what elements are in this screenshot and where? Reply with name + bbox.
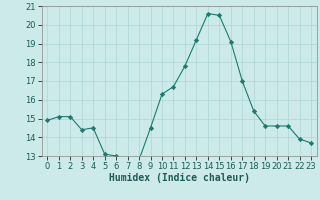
X-axis label: Humidex (Indice chaleur): Humidex (Indice chaleur) bbox=[109, 173, 250, 183]
